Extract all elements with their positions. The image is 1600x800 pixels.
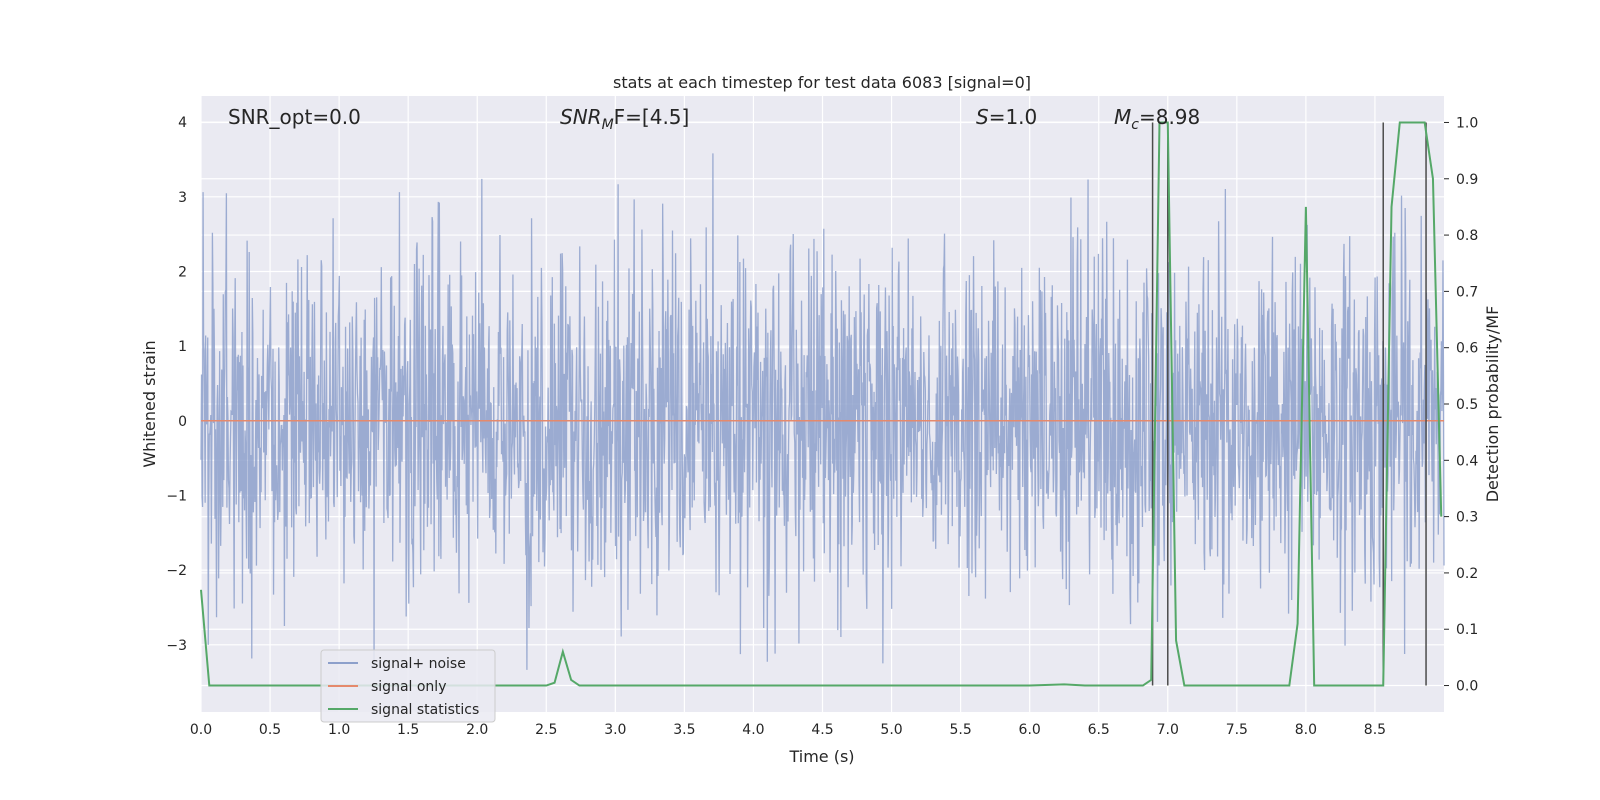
y2-tick-label: 0.1 — [1456, 622, 1478, 638]
x-tick-label: 2.0 — [466, 722, 488, 738]
legend-label-signal-only: signal only — [371, 679, 446, 695]
x-tick-label: 4.0 — [742, 722, 764, 738]
x-axis-label: Time (s) — [788, 747, 854, 766]
annotation-snr-mf: SNRMF=[4.5] — [560, 105, 689, 133]
annotation-snr-mf-sub: M — [602, 117, 614, 133]
annotation-mc-main: M — [1114, 105, 1131, 129]
x-tick-label: 8.0 — [1295, 722, 1317, 738]
annotation-snr-mf-rest: F=[4.5] — [614, 105, 690, 129]
legend-box — [320, 649, 496, 723]
legend-label-signal-noise: signal+ noise — [371, 656, 466, 672]
x-tick-label: 0.0 — [190, 722, 212, 738]
annotation-s-rest: =1.0 — [989, 105, 1038, 129]
annotation-snr-mf-main: SNR — [560, 105, 602, 129]
x-tick-label: 0.5 — [259, 722, 281, 738]
annotations: SNR_opt=0.0 SNRMF=[4.5] S=1.0 Mc=8.98 — [228, 105, 1200, 133]
x-tick-label: 5.0 — [880, 722, 902, 738]
y2-tick-label: 0.2 — [1456, 566, 1478, 582]
y2-tick-label: 0.7 — [1456, 284, 1478, 300]
x-tick-label: 2.5 — [535, 722, 557, 738]
x-tick-label: 1.5 — [397, 722, 419, 738]
y-tick-label: 4 — [178, 115, 187, 131]
y2-tick-label: 0.4 — [1456, 453, 1478, 469]
annotation-mc-sub: c — [1131, 117, 1139, 133]
annotation-s-main: S — [976, 105, 989, 129]
y2-tick-label: 0.3 — [1456, 510, 1478, 526]
y-tick-label: 3 — [178, 190, 187, 206]
y-tick-label: −3 — [166, 638, 187, 654]
signal-statistics-series — [200, 121, 1443, 687]
y2-tick-label: 0.6 — [1456, 341, 1478, 357]
x-tick-label: 3.0 — [604, 722, 626, 738]
annotation-snr-opt: SNR_opt=0.0 — [228, 105, 361, 129]
x-tick-label: 1.0 — [328, 722, 350, 738]
y-tick-label: 2 — [178, 264, 187, 280]
signal-noise-line — [200, 153, 1445, 670]
annotation-s: S=1.0 — [976, 105, 1037, 129]
y-axis-label: Whitened strain — [140, 340, 159, 467]
y2-tick-label: 0.8 — [1456, 228, 1478, 244]
tick-labels: 0.0 0.5 1.0 1.5 2.0 2.5 3.0 3.5 4.0 4.5 5.0 5.5 6.0 6… — [166, 115, 1478, 738]
x-tick-label: 3.5 — [673, 722, 695, 738]
x-tick-label: 6.0 — [1019, 722, 1041, 738]
y-tick-label: 0 — [178, 414, 187, 430]
y2-tick-label: 0.9 — [1456, 172, 1478, 188]
y2-tick-label: 0.0 — [1456, 679, 1478, 695]
annotation-mc-rest: =8.98 — [1139, 105, 1200, 129]
y2-tick-label: 0.5 — [1456, 397, 1478, 413]
y-tick-label: 1 — [178, 339, 187, 355]
x-tick-label: 7.0 — [1157, 722, 1179, 738]
annotation-mc: Mc=8.98 — [1114, 105, 1200, 133]
y-tick-label: −2 — [166, 563, 187, 579]
x-tick-label: 7.5 — [1226, 722, 1248, 738]
legend-label-signal-statistics: signal statistics — [371, 702, 479, 718]
x-tick-label: 4.5 — [811, 722, 833, 738]
y2-tick-label: 1.0 — [1456, 115, 1478, 131]
noise-series — [200, 153, 1445, 670]
x-tick-label: 5.5 — [949, 722, 971, 738]
y2-axis-label: Detection probability/MF — [1483, 306, 1502, 503]
legend: signal+ noise signal only signal statist… — [320, 649, 496, 723]
y-tick-label: −1 — [166, 488, 187, 504]
signal-statistics-line — [200, 121, 1443, 687]
x-tick-label: 6.5 — [1088, 722, 1110, 738]
x-tick-label: 8.5 — [1364, 722, 1386, 738]
chart-title: stats at each timestep for test data 608… — [613, 73, 1031, 92]
